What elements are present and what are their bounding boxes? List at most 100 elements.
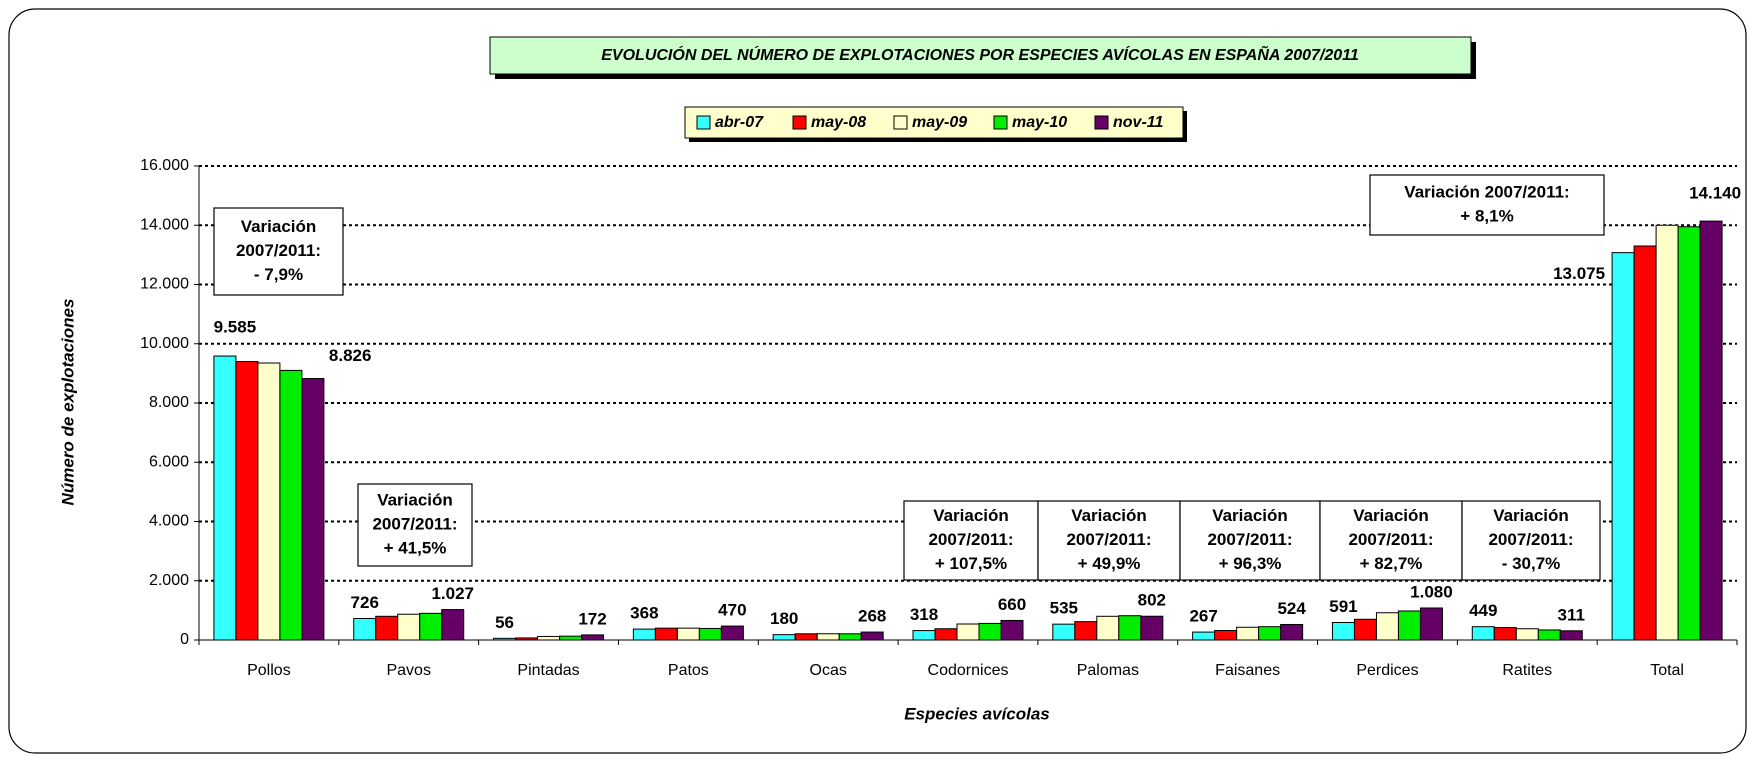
annotation-text: + 107,5% <box>935 554 1007 573</box>
value-label: 180 <box>770 609 798 628</box>
y-tick-label: 10.000 <box>140 335 189 352</box>
bar <box>1611 252 1635 641</box>
annotation-text: 2007/2011: <box>236 241 321 260</box>
bar <box>1140 615 1164 641</box>
bar <box>1096 615 1120 641</box>
value-label: 8.826 <box>329 346 372 365</box>
bar <box>1559 630 1583 641</box>
bar <box>235 361 259 641</box>
value-label: 524 <box>1277 599 1306 618</box>
annotation-text: 2007/2011: <box>928 530 1013 549</box>
x-tick-label: Ratites <box>1502 662 1552 679</box>
bar <box>1471 626 1495 641</box>
annotation-text: Variación <box>933 506 1009 525</box>
value-label: 470 <box>718 601 746 620</box>
bar <box>1052 623 1076 641</box>
bar <box>698 627 722 641</box>
annotation-text: + 49,9% <box>1078 554 1141 573</box>
bar <box>654 627 678 641</box>
bar <box>493 637 517 641</box>
legend-label: may-09 <box>912 114 967 131</box>
bar <box>1633 245 1657 641</box>
bar <box>1699 220 1723 641</box>
bar <box>1192 631 1216 641</box>
legend-swatch <box>792 115 807 130</box>
legend-swatch <box>1094 115 1109 130</box>
bar <box>1419 607 1443 641</box>
annotation-box <box>903 500 1039 581</box>
value-label: 726 <box>351 593 379 612</box>
annotation-text: Variación <box>377 490 453 509</box>
y-tick-label: 0 <box>180 631 189 648</box>
bar <box>934 628 958 641</box>
y-tick-label: 12.000 <box>140 276 189 293</box>
y-tick-label: 14.000 <box>140 216 189 233</box>
bar <box>1677 226 1701 641</box>
bar <box>816 633 840 641</box>
legend-label: abr-07 <box>715 114 764 131</box>
x-tick-label: Ocas <box>810 662 847 679</box>
bar <box>720 625 744 641</box>
annotation-box <box>1461 500 1601 581</box>
bar <box>581 634 605 641</box>
bar <box>1000 619 1024 641</box>
annotation-text: Variación <box>1353 506 1429 525</box>
legend-label: nov-11 <box>1113 114 1163 131</box>
bar <box>1537 629 1561 641</box>
legend-label: may-08 <box>811 114 866 131</box>
title-box <box>489 36 1472 75</box>
value-label: 802 <box>1138 591 1166 610</box>
value-label: 172 <box>578 609 606 628</box>
annotation-text: + 8,1% <box>1460 206 1513 225</box>
annotation-text: + 82,7% <box>1360 554 1423 573</box>
annotation-text: - 30,7% <box>1502 554 1561 573</box>
bar <box>860 631 884 641</box>
bar <box>978 622 1002 641</box>
value-label: 56 <box>495 613 514 632</box>
annotation-box <box>213 207 344 296</box>
bar <box>632 628 656 641</box>
bar <box>956 623 980 641</box>
bar <box>559 635 583 641</box>
bar <box>1375 612 1399 641</box>
annotation-text: 2007/2011: <box>1348 530 1433 549</box>
bar <box>794 633 818 641</box>
value-label: 1.027 <box>431 584 474 603</box>
annotation-text: Variación <box>1071 506 1147 525</box>
bar <box>1493 627 1517 641</box>
bar <box>213 355 237 641</box>
y-tick-label: 4.000 <box>149 513 189 530</box>
value-label: 1.080 <box>1410 582 1453 601</box>
x-tick-label: Pintadas <box>517 662 579 679</box>
annotation-text: 2007/2011: <box>1488 530 1573 549</box>
x-tick-label: Palomas <box>1077 662 1139 679</box>
bar <box>912 630 936 641</box>
value-label: 591 <box>1329 597 1357 616</box>
annotation-text: 2007/2011: <box>1207 530 1292 549</box>
bar <box>515 637 539 641</box>
x-axis-title: Especies avícolas <box>904 704 1050 723</box>
value-label: 268 <box>858 607 886 626</box>
annotation-text: + 41,5% <box>384 538 447 557</box>
bar <box>301 378 325 641</box>
chart-title: EVOLUCIÓN DEL NÚMERO DE EXPLOTACIONES PO… <box>601 44 1359 64</box>
annotation-text: Variación <box>1493 506 1569 525</box>
legend-swatch <box>893 115 908 130</box>
bar <box>1074 621 1098 641</box>
bar <box>1515 628 1539 641</box>
bar <box>1331 621 1355 641</box>
value-label: 318 <box>910 605 938 624</box>
value-label: 368 <box>630 604 658 623</box>
annotation-text: Variación <box>1212 506 1288 525</box>
annotation-text: Variación 2007/2011: <box>1404 182 1569 201</box>
bar <box>1214 630 1238 641</box>
legend-swatch <box>696 115 711 130</box>
value-label: 13.075 <box>1553 264 1605 283</box>
bar <box>1397 610 1421 641</box>
annotation-text: Variación <box>241 217 317 236</box>
y-tick-label: 6.000 <box>149 453 189 470</box>
x-tick-label: Pollos <box>247 662 291 679</box>
value-label: 449 <box>1469 601 1497 620</box>
